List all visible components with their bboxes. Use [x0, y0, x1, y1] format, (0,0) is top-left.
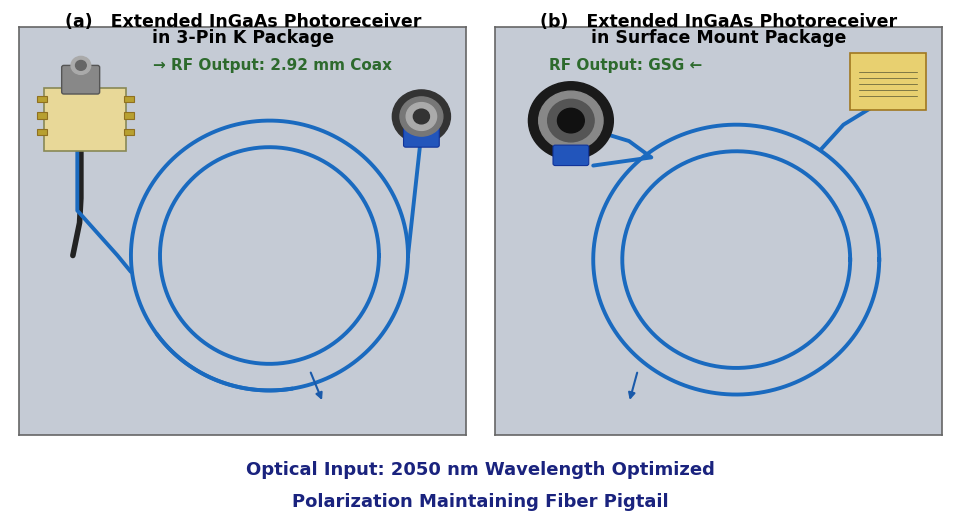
FancyBboxPatch shape — [553, 145, 589, 166]
Text: Polarization Maintaining Fiber Pigtail: Polarization Maintaining Fiber Pigtail — [292, 493, 669, 511]
Bar — [124, 113, 135, 118]
Bar — [37, 113, 47, 118]
FancyBboxPatch shape — [62, 65, 100, 94]
Circle shape — [392, 90, 451, 143]
Circle shape — [76, 61, 86, 70]
Text: (b)   Extended InGaAs Photoreceiver: (b) Extended InGaAs Photoreceiver — [540, 13, 898, 31]
Bar — [124, 96, 135, 102]
FancyBboxPatch shape — [44, 88, 127, 151]
Circle shape — [71, 56, 90, 74]
Text: (a)   Extended InGaAs Photoreceiver: (a) Extended InGaAs Photoreceiver — [65, 13, 421, 31]
Circle shape — [557, 108, 584, 133]
Circle shape — [400, 97, 443, 136]
FancyBboxPatch shape — [850, 53, 926, 110]
Circle shape — [407, 102, 436, 131]
Text: → RF Output: 2.92 mm Coax: → RF Output: 2.92 mm Coax — [154, 58, 392, 73]
Text: RF Output: GSG ←: RF Output: GSG ← — [549, 58, 702, 73]
Circle shape — [548, 99, 594, 142]
Bar — [37, 129, 47, 135]
Circle shape — [413, 109, 430, 124]
Bar — [124, 129, 135, 135]
Text: in 3-Pin K Package: in 3-Pin K Package — [152, 29, 334, 47]
FancyBboxPatch shape — [404, 127, 439, 147]
Text: Optical Input: 2050 nm Wavelength Optimized: Optical Input: 2050 nm Wavelength Optimi… — [246, 461, 715, 479]
Circle shape — [539, 91, 604, 150]
Bar — [37, 96, 47, 102]
Text: in Surface Mount Package: in Surface Mount Package — [591, 29, 847, 47]
Circle shape — [529, 82, 613, 159]
